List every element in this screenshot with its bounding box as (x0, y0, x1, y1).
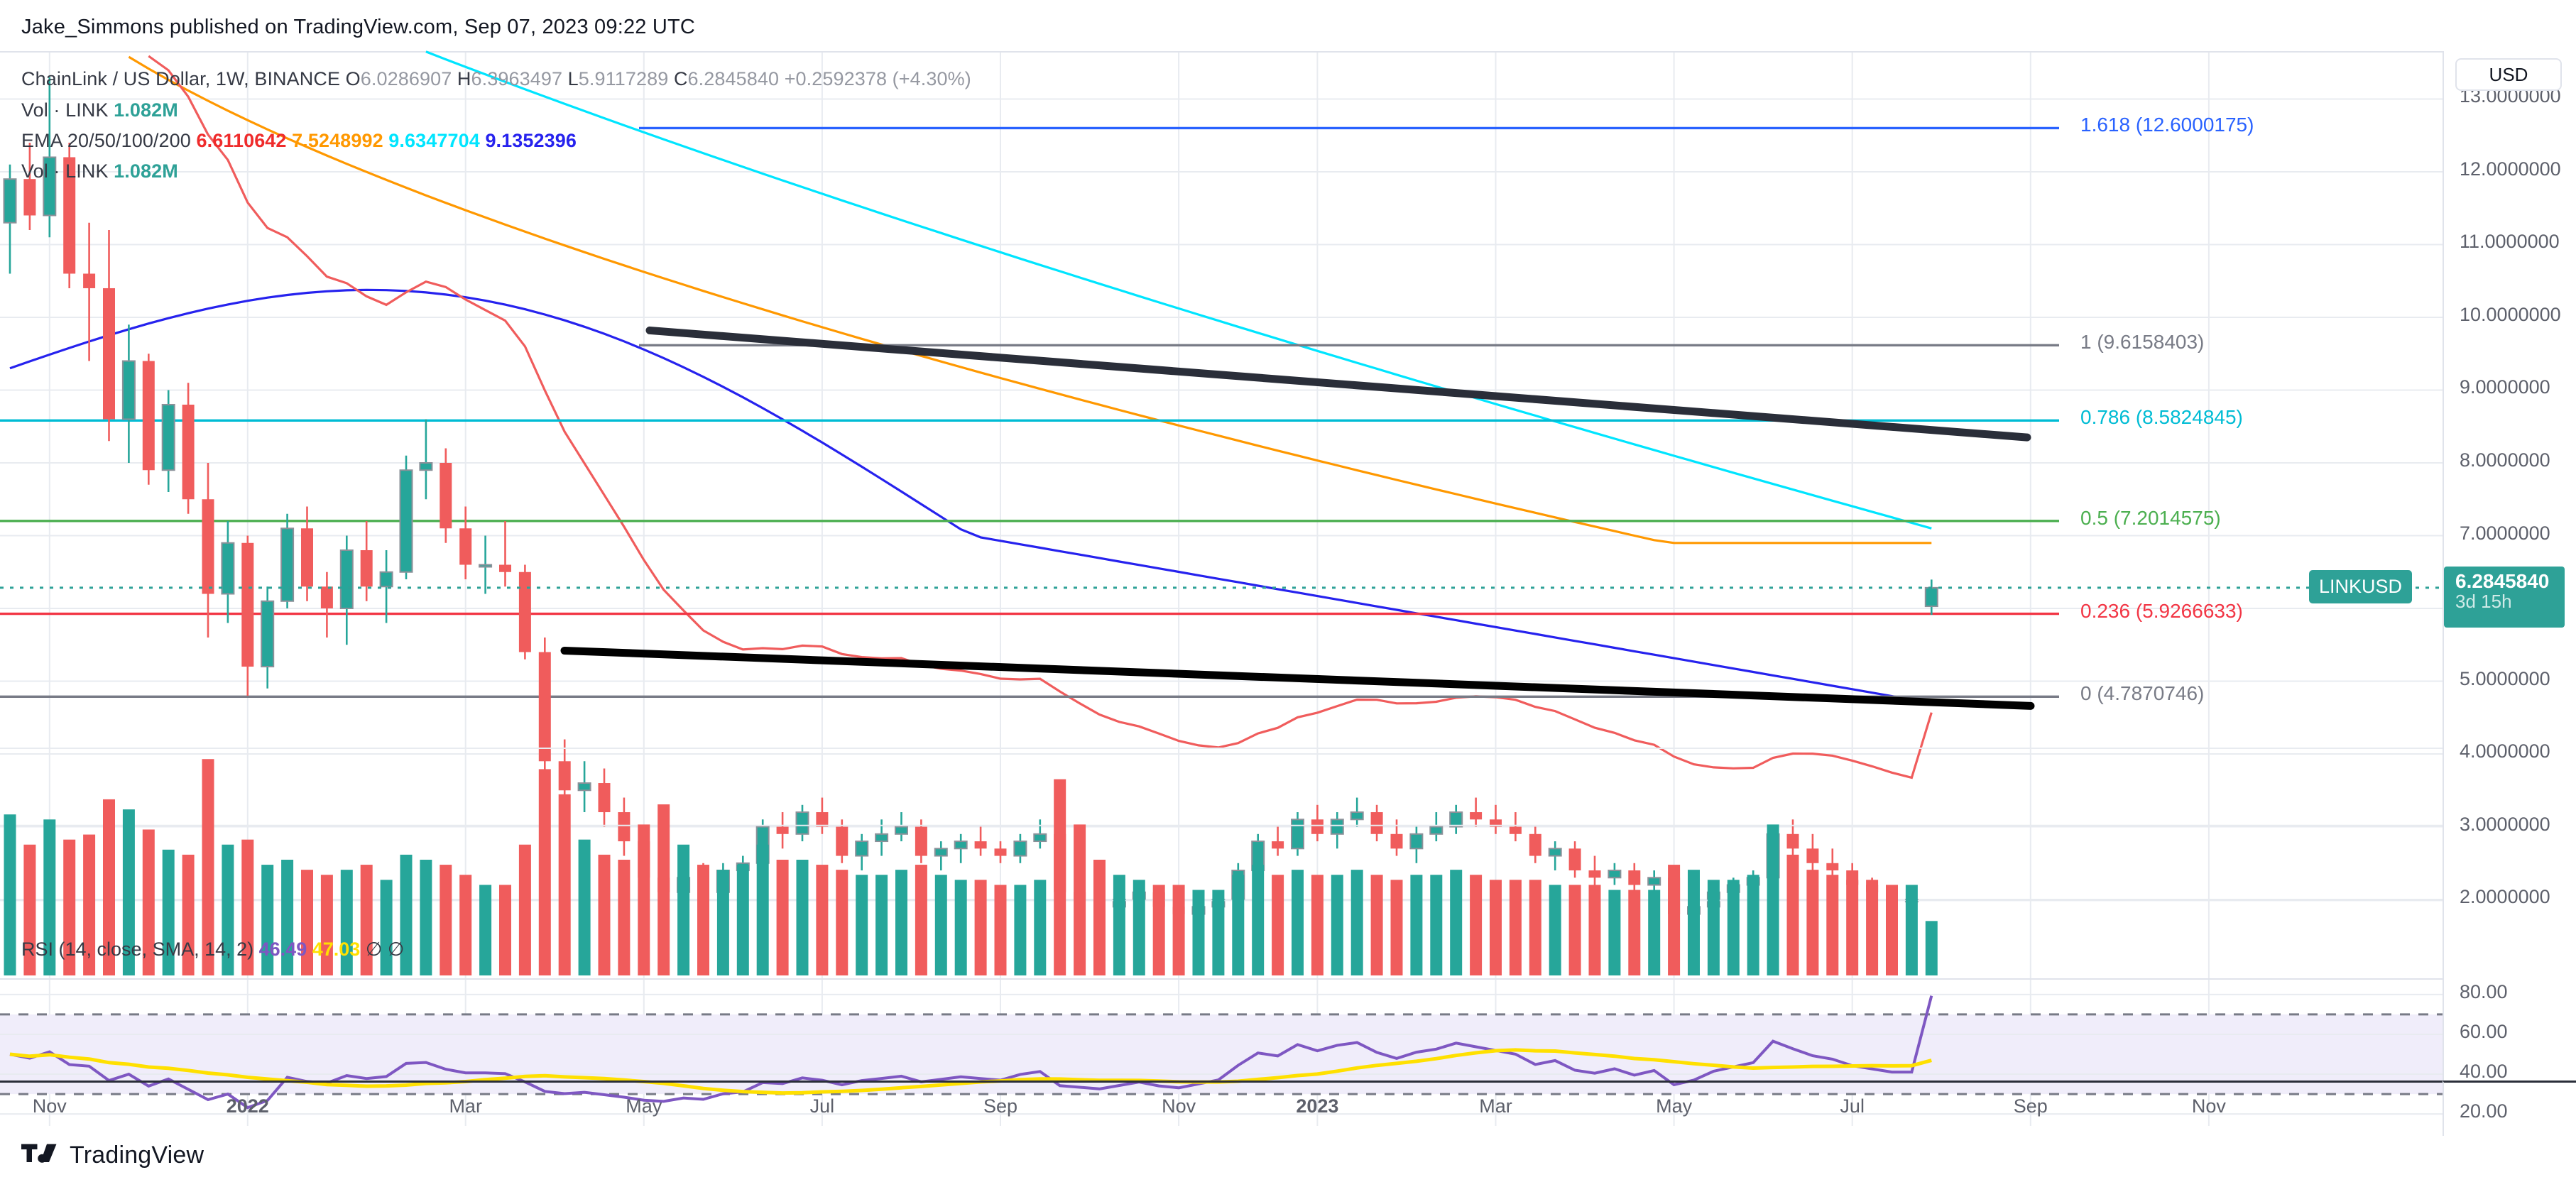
tradingview-wordmark: TradingView (70, 1142, 204, 1169)
symbol-legend-title[interactable]: ChainLink / US Dollar, 1W, BINANCE (21, 68, 341, 89)
current-price-tag: 6.2845840 3d 15h (2444, 566, 2565, 628)
rsi-legend-title: RSI (14, close, SMA, 14, 2) (21, 939, 254, 960)
volume-legend-label-2: Vol · LINK (21, 160, 109, 182)
ohlc-open-value: 6.0286907 (360, 68, 452, 89)
time-tick-nov: Nov (1162, 1095, 1196, 1117)
ohlc-close-label: C (673, 68, 688, 89)
fib-label-0-786: 0.786 (8.5824845) (2080, 406, 2243, 429)
price-axis[interactable]: 13.0000000 12.0000000 11.0000000 10.0000000… (2443, 51, 2576, 1122)
fib-label-0: 0 (4.7870746) (2080, 682, 2205, 705)
time-tick-jul: Jul (1840, 1095, 1865, 1117)
time-tick-2022: 2022 (226, 1095, 269, 1117)
rsi-pane-graphics (0, 978, 2443, 1115)
fib-label-0-5: 0.5 (7.2014575) (2080, 506, 2221, 529)
fib-label-0-236: 0.236 (5.9266633) (2080, 599, 2243, 622)
price-tick-7: 7.0000000 (2460, 522, 2550, 544)
currency-unit-chip[interactable]: USD (2455, 58, 2562, 91)
ema20-value: 6.6110642 (196, 130, 287, 151)
price-tick-12: 12.0000000 (2460, 158, 2561, 180)
linkusd-price-line-tag: LINKUSD (2309, 569, 2413, 603)
price-tick-9: 9.0000000 (2460, 376, 2550, 398)
fib-label-1: 1 (9.6158403) (2080, 331, 2205, 354)
ohlc-high-value: 6.3963497 (471, 68, 563, 89)
volume-legend-secondary[interactable]: Vol · LINK 1.082M (21, 160, 178, 182)
ohlc-low-label: L (567, 68, 579, 89)
rsi-null-value-1: ∅ (365, 939, 383, 960)
price-tick-10: 10.0000000 (2460, 303, 2561, 325)
price-tick-3: 3.0000000 (2460, 813, 2550, 835)
time-axis[interactable]: Nov 2022 Mar May Jul Sep Nov 2023 Mar May Jul Sep No… (0, 1081, 2443, 1136)
time-tick-sep: Sep (983, 1095, 1018, 1117)
ohlc-open-label: O (345, 68, 361, 89)
rsi-tick-40: 40.00 (2460, 1061, 2508, 1083)
time-tick-nov: Nov (2191, 1095, 2226, 1117)
ema50-value: 7.5248992 (292, 130, 383, 151)
ema-legend-label: EMA 20/50/100/200 (21, 130, 191, 151)
axis-corner (2443, 1081, 2576, 1136)
time-tick-mar: Mar (1479, 1095, 1512, 1117)
price-tick-5: 5.0000000 (2460, 667, 2550, 689)
volume-legend-value-2: 1.082M (114, 160, 178, 182)
ohlc-close-value: 6.2845840 (687, 68, 780, 89)
attribution-text: Jake_Simmons published on TradingView.co… (21, 16, 696, 38)
ohlc-change-value: +0.2592378 (+4.30%) (784, 68, 971, 89)
chart-canvas[interactable] (0, 50, 2443, 1126)
time-tick-2023: 2023 (1296, 1095, 1339, 1117)
symbol-ohlc-legend[interactable]: ChainLink / US Dollar, 1W, BINANCE O6.02… (21, 68, 971, 90)
time-tick-nov: Nov (32, 1095, 67, 1117)
price-tick-11: 11.0000000 (2460, 231, 2560, 253)
ema200-value: 9.1352396 (485, 130, 577, 151)
price-tick-4: 4.0000000 (2460, 740, 2550, 762)
price-tick-8: 8.0000000 (2460, 449, 2550, 471)
rsi-value: 46.49 (258, 939, 307, 960)
bar-countdown: 3d 15h (2455, 591, 2512, 613)
rsi-null-value-2: ∅ (387, 939, 405, 960)
time-tick-may: May (626, 1095, 662, 1117)
price-tick-2: 2.0000000 (2460, 886, 2550, 908)
volume-legend-label: Vol · LINK (21, 99, 109, 121)
time-tick-may: May (1656, 1095, 1693, 1117)
ema100-value: 9.6347704 (388, 130, 480, 151)
rsi-tick-20: 20.00 (2460, 1100, 2508, 1122)
volume-legend-top[interactable]: Vol · LINK 1.082M (21, 99, 178, 121)
time-tick-jul: Jul (809, 1095, 835, 1117)
time-tick-mar: Mar (449, 1095, 482, 1117)
time-tick-sep: Sep (2013, 1095, 2048, 1117)
tradingview-footer: TradingView (21, 1142, 204, 1169)
rsi-sma-value: 47.03 (312, 939, 361, 960)
volume-pane-graphics (0, 748, 2443, 975)
rsi-tick-60: 60.00 (2460, 1020, 2508, 1042)
volume-legend-value: 1.082M (114, 99, 178, 121)
ema-legend[interactable]: EMA 20/50/100/200 6.6110642 7.5248992 9.… (21, 130, 577, 152)
ohlc-high-label: H (457, 68, 471, 89)
rsi-tick-80: 80.00 (2460, 980, 2508, 1002)
fib-label-1-618: 1.618 (12.6000175) (2080, 114, 2254, 136)
tradingview-logo-icon (21, 1144, 57, 1163)
ohlc-low-value: 5.9117289 (578, 68, 669, 89)
current-price-value: 6.2845840 (2455, 569, 2550, 592)
rsi-legend[interactable]: RSI (14, close, SMA, 14, 2) 46.49 47.03 … (21, 939, 404, 961)
